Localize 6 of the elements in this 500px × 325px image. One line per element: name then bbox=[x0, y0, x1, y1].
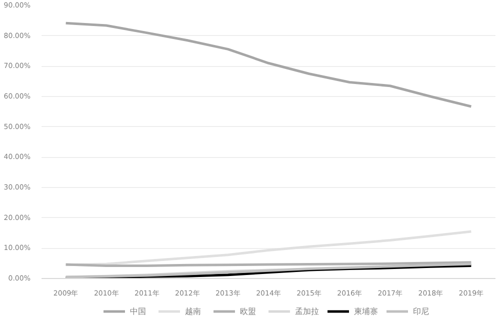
legend-label: 中国 bbox=[130, 306, 147, 316]
legend-label: 柬埔寨 bbox=[354, 306, 378, 316]
legend-label: 欧盟 bbox=[240, 306, 257, 316]
legend-label: 印尼 bbox=[413, 306, 430, 316]
legend-label: 越南 bbox=[185, 306, 202, 316]
legend-label: 孟加拉 bbox=[295, 306, 319, 316]
